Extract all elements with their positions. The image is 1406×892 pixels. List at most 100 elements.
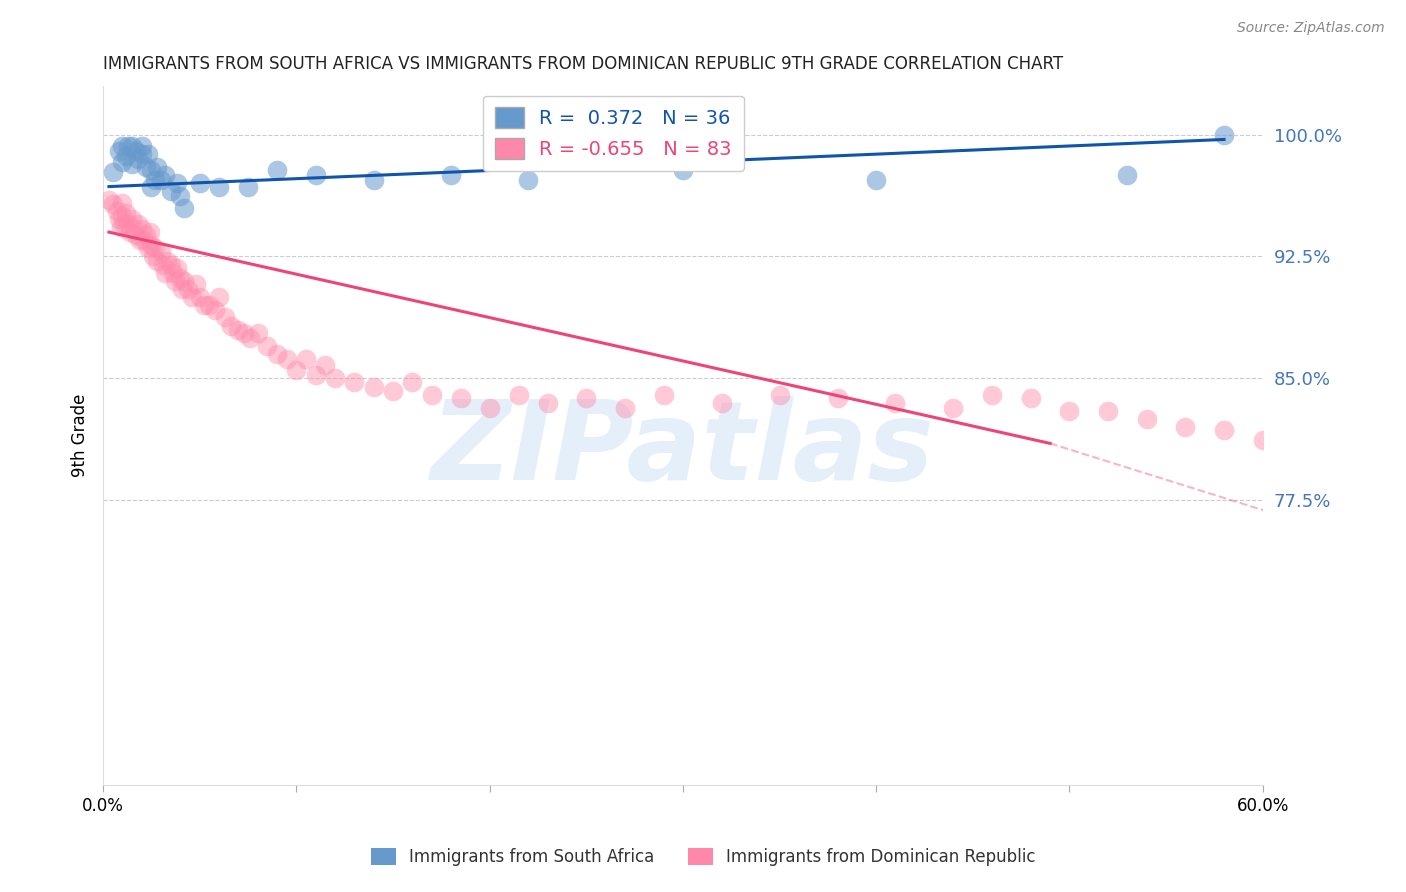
- Point: [166, 260, 188, 275]
- Point: [159, 258, 181, 272]
- Point: [198, 298, 221, 312]
- Point: [150, 244, 173, 259]
- Point: [266, 347, 288, 361]
- Point: [141, 238, 163, 252]
- Legend: Immigrants from South Africa, Immigrants from Dominican Republic: Immigrants from South Africa, Immigrants…: [364, 841, 1042, 873]
- Point: [1019, 391, 1042, 405]
- Text: ZIPatlas: ZIPatlas: [432, 396, 935, 503]
- Point: [107, 212, 129, 227]
- Point: [120, 225, 142, 239]
- Point: [478, 401, 501, 415]
- Point: [153, 266, 176, 280]
- Point: [117, 217, 139, 231]
- Point: [1251, 433, 1274, 447]
- Point: [111, 195, 134, 210]
- Point: [121, 139, 143, 153]
- Point: [188, 290, 211, 304]
- Point: [156, 254, 179, 268]
- Text: Source: ZipAtlas.com: Source: ZipAtlas.com: [1237, 21, 1385, 35]
- Point: [121, 157, 143, 171]
- Point: [111, 139, 134, 153]
- Point: [110, 220, 132, 235]
- Point: [450, 391, 472, 405]
- Point: [246, 326, 269, 340]
- Point: [981, 387, 1004, 401]
- Point: [166, 177, 188, 191]
- Point: [214, 310, 236, 324]
- Point: [101, 165, 124, 179]
- Point: [163, 274, 186, 288]
- Point: [152, 258, 174, 272]
- Text: IMMIGRANTS FROM SOUTH AFRICA VS IMMIGRANTS FROM DOMINICAN REPUBLIC 9TH GRADE COR: IMMIGRANTS FROM SOUTH AFRICA VS IMMIGRAN…: [103, 55, 1063, 73]
- Point: [127, 152, 149, 166]
- Point: [143, 241, 166, 255]
- Point: [440, 168, 463, 182]
- Point: [107, 144, 129, 158]
- Point: [111, 155, 134, 169]
- Point: [208, 179, 231, 194]
- Point: [121, 212, 143, 227]
- Point: [239, 331, 262, 345]
- Point: [276, 351, 298, 366]
- Point: [172, 282, 194, 296]
- Point: [942, 401, 965, 415]
- Point: [136, 241, 159, 255]
- Point: [305, 368, 328, 383]
- Point: [135, 160, 157, 174]
- Point: [150, 173, 173, 187]
- Point: [382, 384, 405, 399]
- Point: [169, 270, 191, 285]
- Point: [132, 233, 155, 247]
- Point: [536, 396, 558, 410]
- Point: [233, 326, 256, 340]
- Point: [363, 379, 385, 393]
- Point: [285, 363, 308, 377]
- Point: [101, 197, 124, 211]
- Point: [266, 163, 288, 178]
- Point: [111, 209, 134, 223]
- Point: [884, 396, 907, 410]
- Point: [1174, 420, 1197, 434]
- Point: [305, 168, 328, 182]
- Point: [256, 339, 278, 353]
- Point: [193, 298, 215, 312]
- Point: [127, 217, 149, 231]
- Point: [115, 149, 138, 163]
- Point: [143, 173, 166, 187]
- Point: [146, 254, 169, 268]
- Point: [125, 228, 148, 243]
- Point: [131, 139, 153, 153]
- Point: [228, 323, 250, 337]
- Point: [128, 233, 150, 247]
- Point: [153, 168, 176, 182]
- Point: [1136, 412, 1159, 426]
- Point: [575, 391, 598, 405]
- Point: [208, 290, 231, 304]
- Point: [508, 387, 530, 401]
- Point: [105, 204, 128, 219]
- Point: [131, 222, 153, 236]
- Point: [1213, 424, 1236, 438]
- Point: [159, 185, 181, 199]
- Point: [117, 139, 139, 153]
- Point: [672, 163, 695, 178]
- Point: [131, 147, 153, 161]
- Point: [141, 163, 163, 178]
- Legend: R =  0.372   N = 36, R = -0.655   N = 83: R = 0.372 N = 36, R = -0.655 N = 83: [484, 95, 744, 171]
- Point: [173, 274, 195, 288]
- Point: [420, 387, 443, 401]
- Point: [517, 173, 540, 187]
- Point: [1213, 128, 1236, 142]
- Point: [314, 359, 336, 373]
- Point: [768, 387, 790, 401]
- Point: [142, 250, 165, 264]
- Point: [181, 290, 204, 304]
- Point: [169, 189, 191, 203]
- Point: [173, 201, 195, 215]
- Y-axis label: 9th Grade: 9th Grade: [72, 393, 89, 477]
- Point: [138, 225, 160, 239]
- Point: [865, 173, 887, 187]
- Point: [122, 222, 145, 236]
- Point: [401, 375, 423, 389]
- Point: [135, 228, 157, 243]
